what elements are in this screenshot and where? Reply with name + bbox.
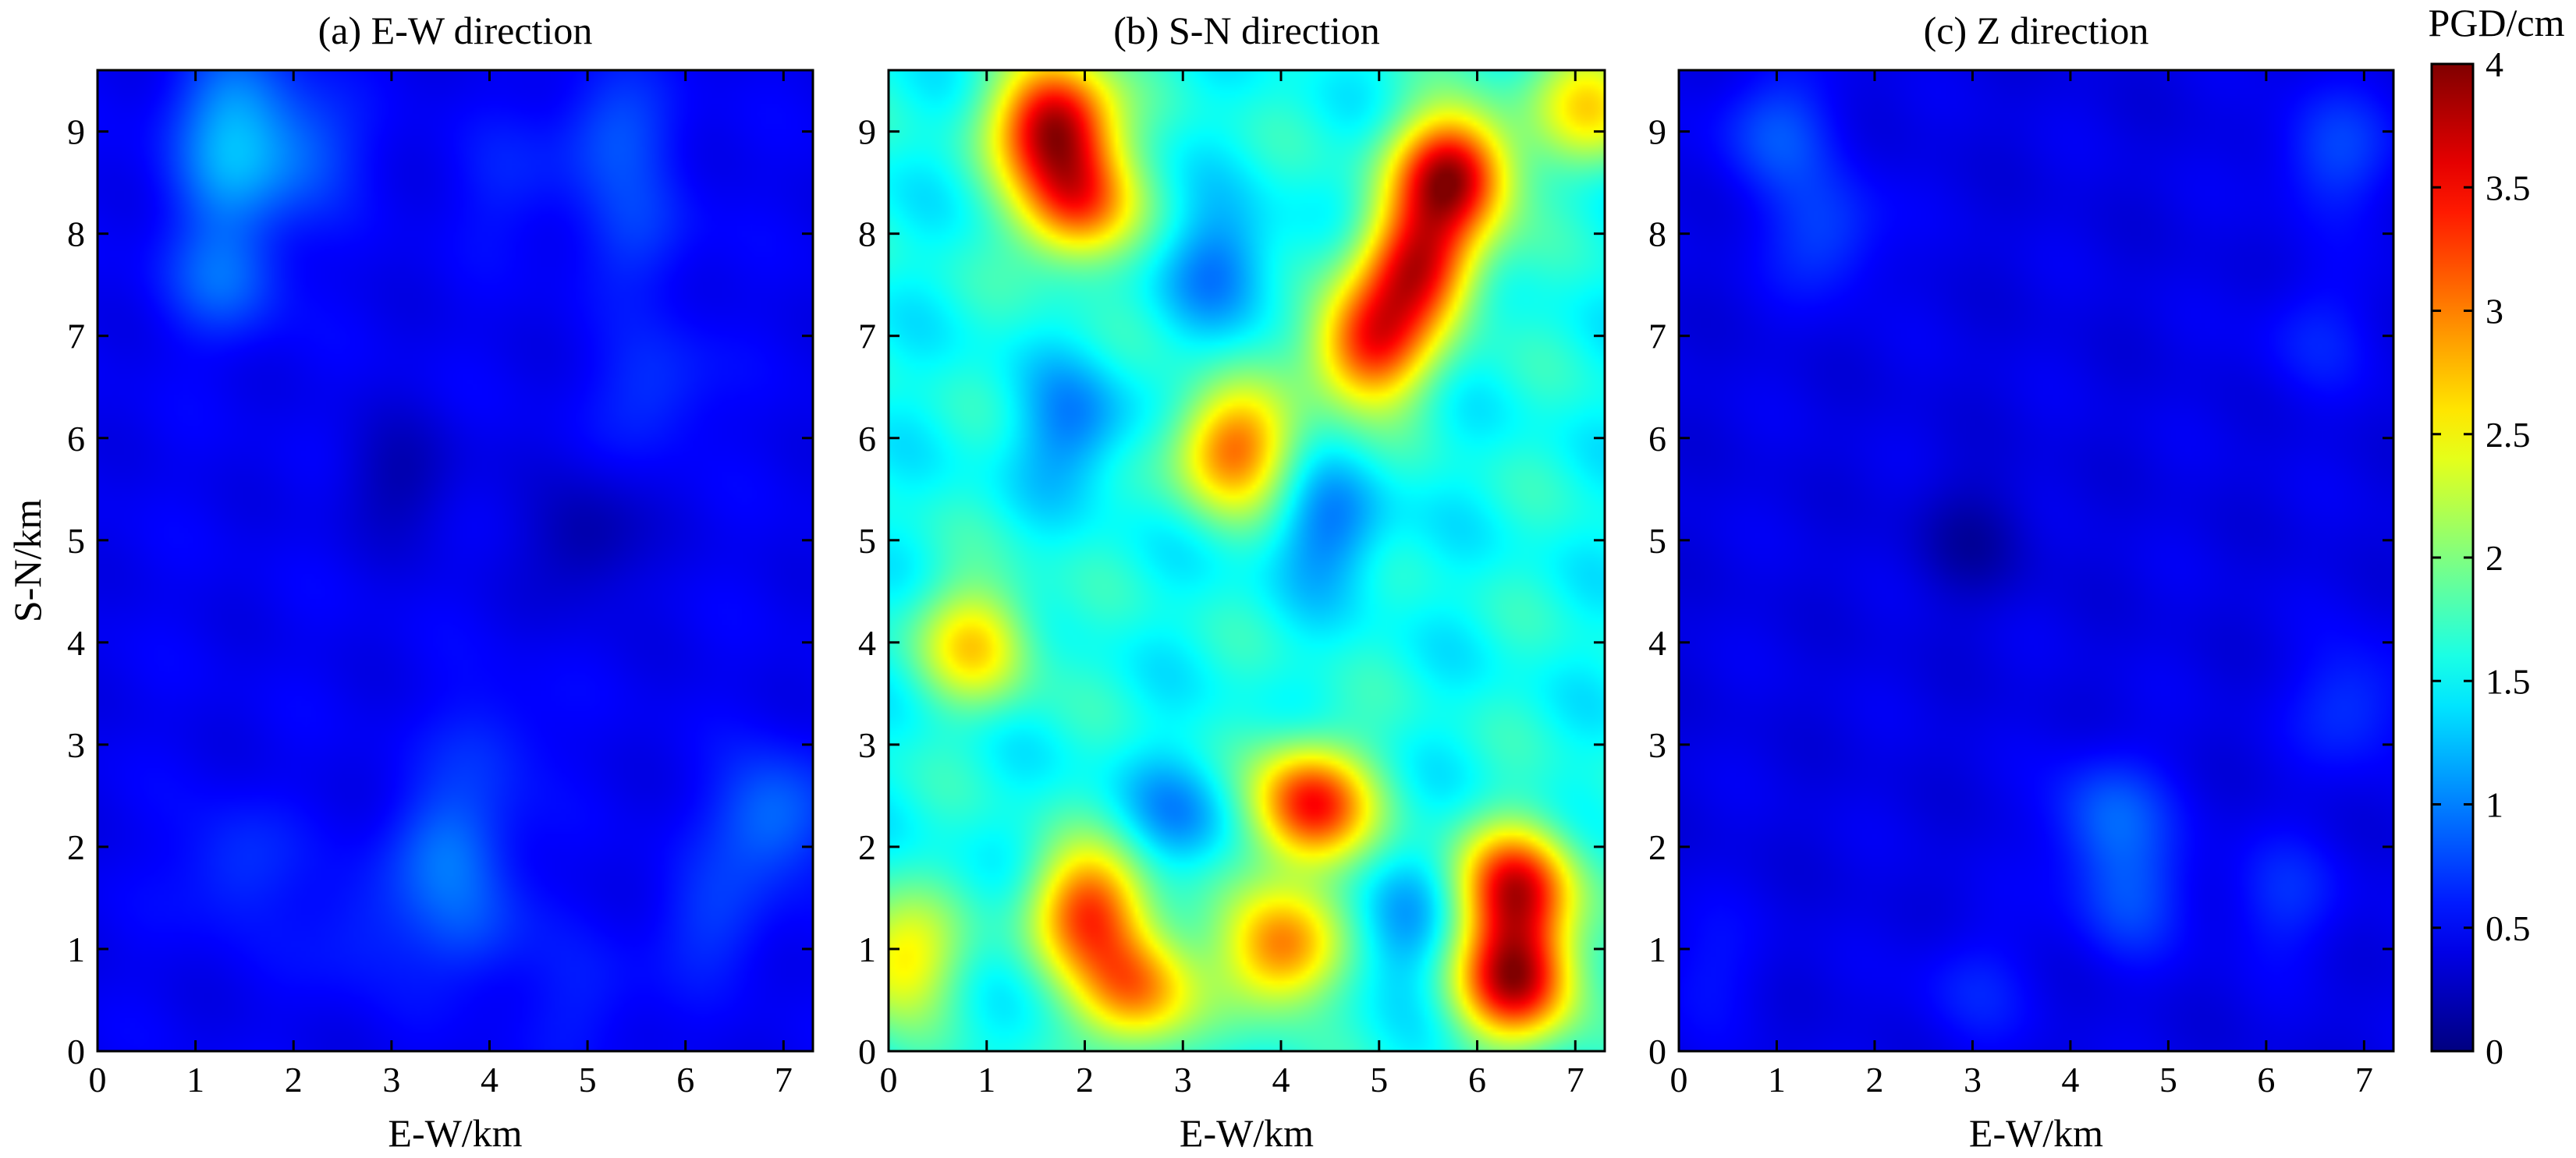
panel-c-x-ticks: 0 1 2 3 4 5 6 7 — [1670, 70, 2373, 1100]
x-tick-label: 0 — [880, 1060, 898, 1100]
y-tick-label: 0 — [858, 1032, 876, 1071]
y-tick-label: 1 — [858, 930, 876, 969]
y-tick-label: 3 — [67, 725, 85, 765]
colorbar-tick-label: 2 — [2486, 538, 2503, 578]
y-tick-label: 8 — [1648, 214, 1666, 254]
panel-b-y-ticks: 0 1 2 3 4 5 6 7 8 9 — [858, 112, 1605, 1071]
panel-a: 0 1 2 3 4 5 6 7 8 9 0 1 2 3 4 5 6 7 (a) E-W direction E-… — [5, 9, 814, 1155]
y-tick-label: 4 — [67, 623, 85, 663]
y-tick-label: 7 — [67, 317, 85, 356]
panel-a-frame — [96, 69, 814, 1053]
colorbar-tick-label: 3 — [2486, 292, 2503, 331]
panel-c-frame — [1677, 69, 2395, 1053]
heatmap-image-c — [1679, 70, 2393, 1051]
heatmap-image-b — [889, 70, 1605, 1051]
y-tick-label: 5 — [67, 521, 85, 561]
panel-a-x-axis-label: E-W/km — [388, 1111, 522, 1155]
panel-c-y-ticks: 0 1 2 3 4 5 6 7 8 9 — [1648, 112, 2393, 1071]
x-tick-label: 7 — [1567, 1060, 1584, 1100]
panel-a-y-axis-label: S-N/km — [5, 499, 49, 622]
x-tick-label: 0 — [89, 1060, 107, 1100]
x-tick-label: 0 — [1670, 1060, 1688, 1100]
y-tick-label: 0 — [1648, 1032, 1666, 1071]
y-tick-label: 9 — [858, 112, 876, 152]
panel-b-title: (b) S-N direction — [1113, 9, 1380, 52]
colorbar-tick-label: 4 — [2486, 44, 2503, 84]
x-tick-label: 3 — [1174, 1060, 1192, 1100]
y-tick-label: 5 — [1648, 521, 1666, 561]
x-tick-label: 6 — [1468, 1060, 1486, 1100]
x-tick-label: 7 — [775, 1060, 793, 1100]
y-tick-label: 1 — [67, 930, 85, 969]
colorbar-tick-label: 2.5 — [2486, 415, 2531, 455]
x-tick-label: 3 — [1964, 1060, 1982, 1100]
panel-b: 0 1 2 3 4 5 6 7 8 9 0 1 2 3 4 5 6 7 (b) S-N direction E-… — [858, 9, 1606, 1155]
y-tick-label: 8 — [858, 214, 876, 254]
panel-a-y-ticks: 0 1 2 3 4 5 6 7 8 9 — [67, 112, 813, 1071]
panel-c: 0 1 2 3 4 5 6 7 8 9 0 1 2 3 4 5 6 7 (c) Z direction E-W/… — [1648, 9, 2395, 1155]
colorbar-tick-label: 0 — [2486, 1032, 2503, 1071]
y-tick-label: 3 — [858, 725, 876, 765]
x-tick-label: 6 — [2257, 1060, 2275, 1100]
x-tick-label: 5 — [1370, 1060, 1388, 1100]
panel-b-x-ticks: 0 1 2 3 4 5 6 7 — [880, 70, 1584, 1100]
colorbar-label: PGD/cm — [2429, 1, 2565, 44]
x-tick-label: 2 — [1076, 1060, 1094, 1100]
panel-c-title: (c) Z direction — [1924, 9, 2149, 52]
y-tick-label: 2 — [858, 827, 876, 867]
panel-b-frame — [887, 69, 1606, 1053]
y-tick-label: 6 — [1648, 419, 1666, 459]
heatmap-image-a — [98, 70, 813, 1051]
panel-b-x-axis-label: E-W/km — [1180, 1111, 1314, 1155]
y-tick-label: 6 — [858, 419, 876, 459]
y-tick-label: 2 — [1648, 827, 1666, 867]
y-tick-label: 9 — [1648, 112, 1666, 152]
colorbar-tick-label: 1 — [2486, 785, 2503, 825]
y-tick-label: 5 — [858, 521, 876, 561]
x-tick-label: 4 — [481, 1060, 499, 1100]
y-tick-label: 7 — [1648, 317, 1666, 356]
x-tick-label: 7 — [2355, 1060, 2373, 1100]
colorbar-tick-label: 0.5 — [2486, 908, 2531, 948]
panel-a-title: (a) E-W direction — [318, 9, 593, 52]
x-tick-label: 6 — [676, 1060, 694, 1100]
x-tick-label: 1 — [1768, 1060, 1786, 1100]
y-tick-label: 6 — [67, 419, 85, 459]
colorbar: 0 0.5 1 1.5 2 2.5 3 3.5 4 PGD/cm — [2429, 1, 2565, 1071]
y-tick-label: 7 — [858, 317, 876, 356]
panel-c-x-axis-label: E-W/km — [1969, 1111, 2103, 1155]
colorbar-tick-label: 1.5 — [2486, 661, 2531, 701]
x-tick-label: 3 — [382, 1060, 400, 1100]
y-tick-label: 1 — [1648, 930, 1666, 969]
x-tick-label: 1 — [978, 1060, 995, 1100]
y-tick-label: 4 — [1648, 623, 1666, 663]
y-tick-label: 4 — [858, 623, 876, 663]
y-tick-label: 2 — [67, 827, 85, 867]
x-tick-label: 1 — [186, 1060, 204, 1100]
y-tick-label: 9 — [67, 112, 85, 152]
x-tick-label: 5 — [2159, 1060, 2177, 1100]
x-tick-label: 4 — [2061, 1060, 2079, 1100]
panel-a-x-ticks: 0 1 2 3 4 5 6 7 — [89, 70, 793, 1100]
x-tick-label: 4 — [1272, 1060, 1290, 1100]
x-tick-label: 5 — [579, 1060, 597, 1100]
y-tick-label: 8 — [67, 214, 85, 254]
colorbar-ticks: 0 0.5 1 1.5 2 2.5 3 3.5 4 — [2432, 44, 2531, 1071]
x-tick-label: 2 — [1865, 1060, 1883, 1100]
y-tick-label: 3 — [1648, 725, 1666, 765]
y-tick-label: 0 — [67, 1032, 85, 1071]
colorbar-tick-label: 3.5 — [2486, 168, 2531, 207]
x-tick-label: 2 — [285, 1060, 303, 1100]
